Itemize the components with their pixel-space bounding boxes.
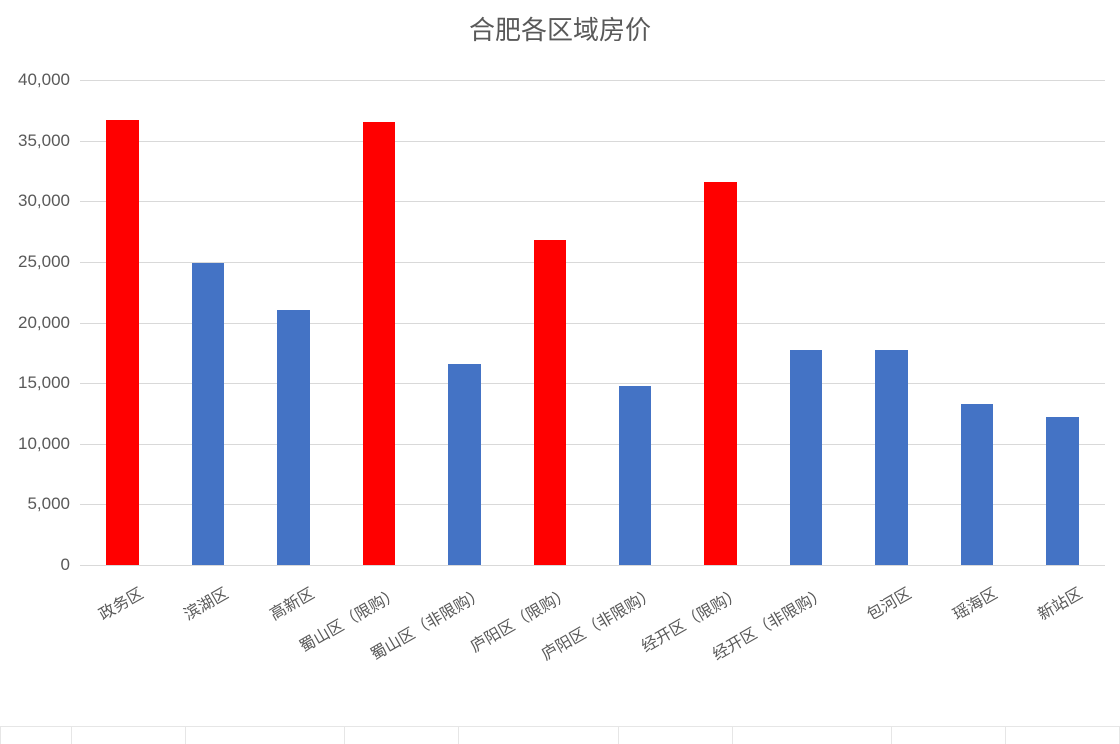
bar [192,263,224,565]
footer-cell [0,726,72,744]
gridline [80,383,1105,384]
bar [363,122,395,565]
bar [106,120,138,565]
bar [534,240,566,565]
footer-cell [72,726,186,744]
bar [277,310,309,565]
footer-cell [459,726,618,744]
gridline [80,80,1105,81]
bar [875,350,907,565]
y-tick-label: 15,000 [0,373,70,393]
bar [961,404,993,565]
y-tick-label: 10,000 [0,434,70,454]
bar [704,182,736,565]
bar [619,386,651,565]
x-tick-label: 瑶海区 [947,580,1001,625]
y-tick-label: 20,000 [0,313,70,333]
bar [448,364,480,565]
y-tick-label: 5,000 [0,494,70,514]
footer-cell [1006,726,1120,744]
y-tick-label: 0 [0,555,70,575]
footer-table-strip [0,726,1120,744]
footer-cell [619,726,733,744]
y-tick-label: 25,000 [0,252,70,272]
gridline [80,504,1105,505]
footer-cell [892,726,1006,744]
footer-cell [186,726,345,744]
plot-area [80,80,1105,566]
x-tick-label: 高新区 [264,580,318,625]
x-tick-label: 政务区 [93,580,147,625]
bar [1046,417,1078,565]
y-tick-label: 30,000 [0,191,70,211]
gridline [80,141,1105,142]
y-tick-label: 35,000 [0,131,70,151]
gridline [80,262,1105,263]
footer-cell [733,726,892,744]
bar [790,350,822,565]
chart-title: 合肥各区域房价 [0,10,1120,47]
gridline [80,323,1105,324]
y-tick-label: 40,000 [0,70,70,90]
x-tick-label: 包河区 [862,580,916,625]
x-tick-label: 新站区 [1033,580,1087,625]
gridline [80,444,1105,445]
footer-cell [345,726,459,744]
chart-container: 合肥各区域房价 0 5,000 10,000 15,000 20,000 25,000 30… [0,0,1120,744]
gridline [80,201,1105,202]
x-tick-label: 滨湖区 [179,580,233,625]
